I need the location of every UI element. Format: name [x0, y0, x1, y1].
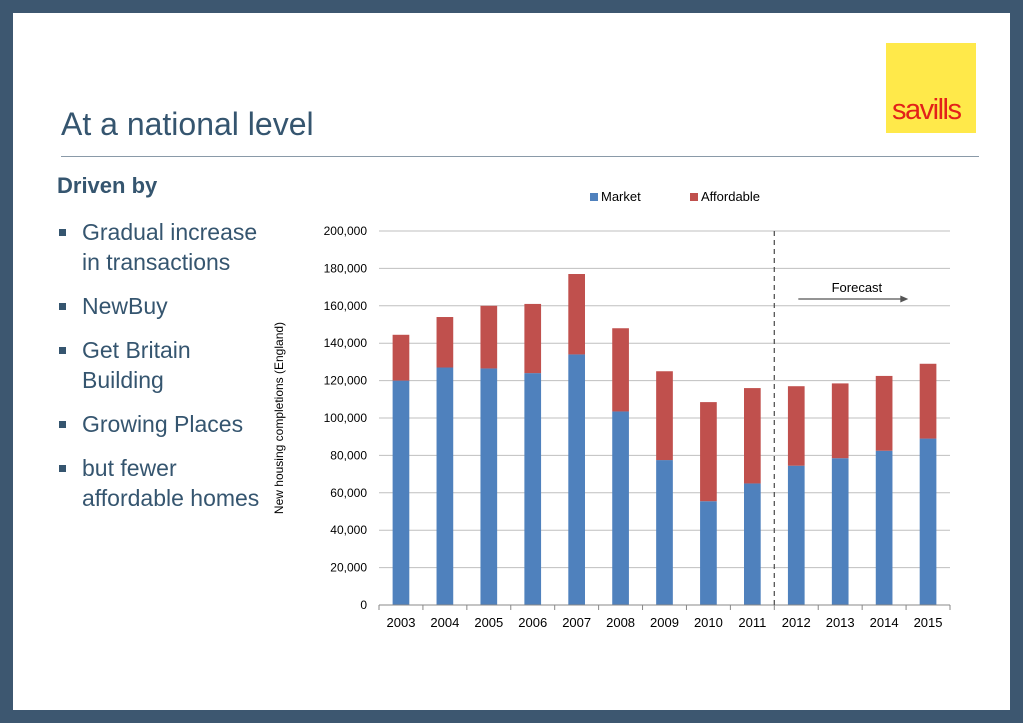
bar-affordable-2014 [875, 375, 893, 451]
y-tick-label: 200,000 [324, 224, 368, 238]
legend-swatch-market [590, 193, 598, 201]
y-tick-label: 160,000 [324, 299, 368, 313]
bar-market-2010 [700, 501, 717, 605]
bar-affordable-2010 [700, 402, 717, 502]
x-tick-label: 2005 [474, 615, 503, 630]
y-tick-label: 80,000 [330, 448, 367, 462]
square-bullet-icon [59, 303, 66, 310]
x-tick-label: 2011 [738, 615, 766, 630]
bullet-text: Gradual increase in transactions [82, 219, 258, 275]
y-tick-label: 60,000 [330, 486, 367, 500]
x-tick-label: 2013 [826, 615, 855, 630]
title-divider [61, 156, 979, 157]
bullet-list: Gradual increase in transactions NewBuy … [57, 217, 277, 527]
forecast-label: Forecast [832, 280, 883, 295]
bar-affordable-2005 [480, 305, 498, 369]
legend-label-affordable: Affordable [701, 189, 760, 204]
bar-market-2008 [612, 411, 629, 605]
savills-logo: savills [886, 43, 976, 133]
square-bullet-icon [59, 347, 66, 354]
x-tick-label: 2015 [914, 615, 943, 630]
driven-by-heading: Driven by [57, 173, 158, 198]
y-tick-label: 0 [360, 598, 367, 612]
bullet-item: but fewer affordable homes [57, 453, 277, 513]
bar-market-2006 [524, 373, 542, 605]
bar-market-2007 [568, 354, 585, 605]
logo-text: savills [892, 94, 962, 126]
bullet-text: NewBuy [82, 293, 168, 319]
x-tick-label: 2014 [870, 615, 899, 630]
bar-affordable-2012 [787, 386, 805, 466]
square-bullet-icon [59, 229, 66, 236]
bullet-text: Growing Places [82, 411, 244, 437]
y-tick-label: 180,000 [324, 261, 368, 275]
x-tick-label: 2010 [694, 615, 723, 630]
bar-affordable-2011 [744, 388, 761, 484]
y-tick-label: 120,000 [324, 374, 368, 388]
x-tick-label: 2003 [387, 615, 416, 630]
x-tick-label: 2004 [430, 615, 459, 630]
x-tick-label: 2009 [650, 615, 679, 630]
bullet-item: Gradual increase in transactions [57, 217, 277, 277]
bar-affordable-2013 [831, 383, 849, 459]
forecast-arrowhead [900, 295, 909, 303]
bar-market-2011 [744, 483, 761, 605]
x-tick-label: 2007 [562, 615, 591, 630]
bullet-item: NewBuy [57, 291, 277, 321]
bar-affordable-2007 [568, 274, 585, 355]
bar-market-2012 [787, 465, 805, 605]
y-tick-label: 100,000 [324, 411, 368, 425]
x-tick-label: 2012 [782, 615, 811, 630]
square-bullet-icon [59, 421, 66, 428]
bar-affordable-2004 [436, 317, 454, 368]
bullet-text: Get Britain Building [82, 337, 191, 393]
bar-market-2014 [875, 450, 893, 605]
bar-affordable-2008 [612, 328, 629, 412]
slide-frame: savills At a national level Driven by Gr… [13, 13, 1010, 710]
bar-market-2003 [392, 380, 410, 605]
legend-swatch-affordable [690, 193, 698, 201]
x-tick-label: 2008 [606, 615, 635, 630]
bar-market-2004 [436, 367, 454, 605]
y-tick-label: 140,000 [324, 336, 368, 350]
bar-market-2009 [656, 460, 673, 605]
y-axis-title: New housing completions (England) [272, 322, 286, 514]
bar-affordable-2006 [524, 303, 542, 374]
slide-title: At a national level [61, 106, 314, 142]
bullet-item: Get Britain Building [57, 335, 277, 395]
bullet-item: Growing Places [57, 409, 277, 439]
bar-market-2013 [831, 458, 849, 605]
bar-market-2005 [480, 368, 498, 605]
bar-market-2015 [919, 438, 937, 605]
square-bullet-icon [59, 465, 66, 472]
y-tick-label: 40,000 [330, 523, 367, 537]
y-tick-label: 20,000 [330, 561, 367, 575]
bar-affordable-2009 [656, 371, 673, 461]
bar-affordable-2015 [919, 363, 937, 439]
bar-affordable-2003 [392, 334, 410, 381]
x-tick-label: 2006 [518, 615, 547, 630]
bullet-text: but fewer affordable homes [82, 455, 260, 511]
housing-completions-chart: 0 20,000 40,000 60,000 80,000 100,000 120,000 1… [272, 189, 951, 630]
legend-label-market: Market [601, 189, 641, 204]
